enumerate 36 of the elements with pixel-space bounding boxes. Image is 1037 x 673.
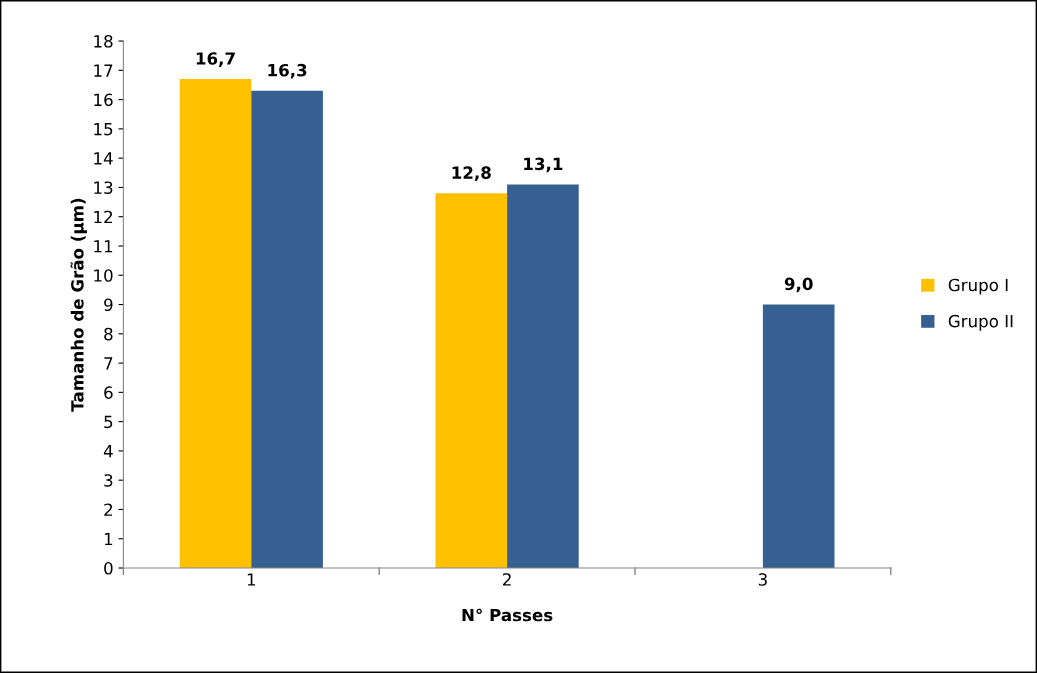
y-tick-label: 13	[94, 181, 113, 194]
y-tick-label: 17	[94, 64, 113, 77]
y-tick-label: 6	[104, 386, 113, 399]
y-tick-label: 2	[104, 503, 113, 516]
y-tick-label: 14	[94, 152, 113, 165]
bar	[507, 184, 579, 569]
y-tick-label: 18	[94, 35, 113, 48]
y-tick-label: 5	[104, 415, 113, 429]
y-tick-label: 11	[94, 240, 113, 253]
data-label: 12,8	[452, 166, 491, 182]
x-tick-label: 2	[503, 573, 511, 586]
data-label: 13,1	[524, 157, 563, 173]
y-tick-label: 15	[94, 123, 113, 136]
y-tick-label: 10	[94, 269, 113, 282]
x-tick-label: 1	[247, 573, 256, 586]
bar	[435, 193, 508, 569]
legend-label: Grupo I	[948, 278, 1008, 295]
y-tick-label: 3	[104, 474, 113, 487]
y-tick-label: 4	[103, 445, 113, 458]
y-tick-label: 1	[104, 532, 113, 546]
legend-label: Grupo II	[948, 314, 1013, 331]
x-axis-title: N° Passes	[462, 608, 553, 622]
y-tick-label: 9	[104, 298, 113, 312]
x-tick-label: 3	[758, 573, 767, 586]
bar	[762, 304, 835, 569]
data-label: 16,7	[196, 52, 235, 67]
y-tick-label: 16	[94, 93, 113, 107]
y-tick-label: 8	[104, 327, 113, 341]
y-axis-title: Tamanho de Grão (µm)	[70, 198, 87, 412]
data-label: 9,0	[784, 277, 813, 293]
y-tick-label: 0	[104, 561, 113, 575]
bar	[251, 90, 323, 569]
bar	[179, 79, 252, 569]
y-tick-label: 12	[94, 210, 113, 224]
data-label: 16,3	[268, 63, 307, 79]
y-tick-label: 7	[104, 357, 113, 370]
